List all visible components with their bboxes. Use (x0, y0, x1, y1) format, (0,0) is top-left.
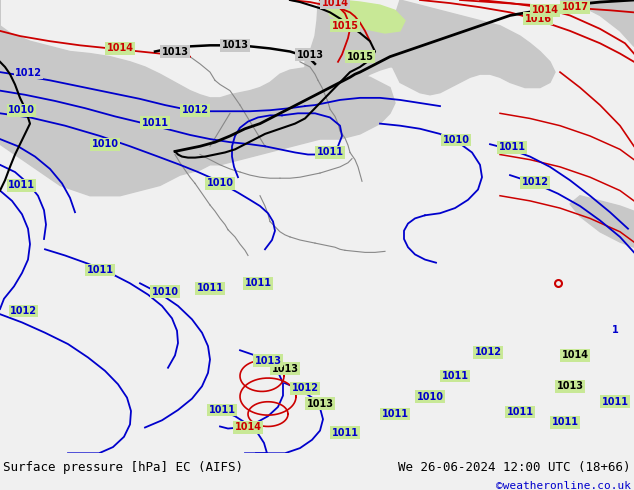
Text: 1010: 1010 (152, 287, 179, 296)
Text: 1012: 1012 (181, 105, 209, 115)
Text: 1011: 1011 (441, 371, 469, 381)
Text: 1013: 1013 (254, 356, 281, 366)
Text: 1014: 1014 (235, 422, 261, 433)
Text: 1011: 1011 (382, 409, 408, 419)
Text: 1013: 1013 (271, 364, 299, 374)
Polygon shape (560, 0, 634, 47)
Text: 1013: 1013 (306, 399, 333, 409)
Text: 1014: 1014 (531, 5, 559, 15)
Text: 1012: 1012 (292, 383, 318, 393)
Text: 1011: 1011 (86, 265, 113, 275)
Polygon shape (305, 0, 455, 88)
Text: 1014: 1014 (107, 44, 134, 53)
Polygon shape (0, 0, 395, 196)
Text: 1010: 1010 (91, 139, 119, 149)
Text: 1011: 1011 (552, 417, 578, 427)
Polygon shape (570, 196, 634, 247)
Text: 1: 1 (612, 325, 618, 335)
Text: 1010: 1010 (207, 178, 233, 188)
Text: Surface pressure [hPa] EC (AIFS): Surface pressure [hPa] EC (AIFS) (3, 462, 243, 474)
Text: 1011: 1011 (316, 147, 344, 157)
Text: 1010: 1010 (417, 392, 444, 402)
Text: 1011: 1011 (197, 283, 224, 294)
Text: 1014: 1014 (321, 0, 349, 8)
Text: 1010: 1010 (443, 135, 470, 145)
Text: 1013: 1013 (297, 49, 323, 60)
Text: 1015: 1015 (347, 51, 373, 62)
Text: 1011: 1011 (507, 407, 533, 417)
Polygon shape (325, 0, 405, 33)
Text: ©weatheronline.co.uk: ©weatheronline.co.uk (496, 481, 631, 490)
Text: 1013: 1013 (162, 47, 188, 56)
Text: 1013: 1013 (221, 40, 249, 50)
Text: 1012: 1012 (522, 177, 548, 187)
Text: 1010: 1010 (8, 105, 35, 115)
Text: 1011: 1011 (498, 142, 526, 152)
Text: 1015: 1015 (332, 21, 358, 31)
Text: 1012: 1012 (474, 347, 501, 357)
Polygon shape (388, 0, 555, 95)
Text: 1011: 1011 (245, 278, 271, 288)
Text: 1011: 1011 (209, 405, 235, 415)
Text: 1017: 1017 (562, 2, 588, 12)
Text: 1012: 1012 (15, 68, 42, 78)
Text: 1011: 1011 (332, 428, 358, 438)
Text: 1012: 1012 (10, 306, 37, 316)
Text: 1013: 1013 (557, 381, 583, 392)
Text: 1014: 1014 (562, 350, 588, 360)
Text: 1011: 1011 (141, 118, 169, 127)
Text: We 26-06-2024 12:00 UTC (18+66): We 26-06-2024 12:00 UTC (18+66) (398, 462, 631, 474)
Text: 1011: 1011 (8, 180, 35, 191)
Text: 1016: 1016 (524, 14, 552, 24)
Text: 1011: 1011 (602, 397, 628, 407)
